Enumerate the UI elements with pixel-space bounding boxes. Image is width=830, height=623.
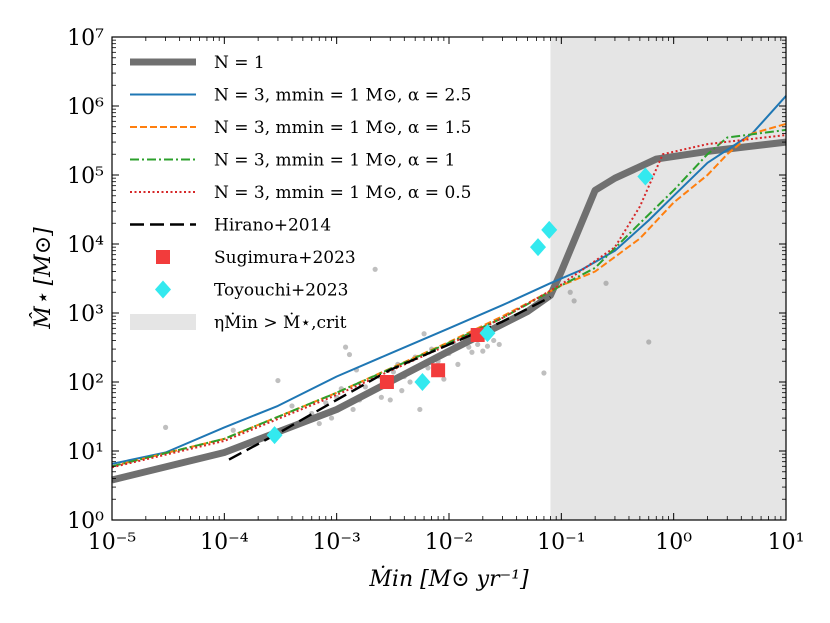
background-point	[342, 344, 349, 350]
series-line-3	[111, 128, 787, 468]
shaded-region	[550, 37, 786, 520]
background-point	[399, 388, 405, 394]
background-point	[346, 351, 353, 358]
series-line-5	[228, 296, 551, 461]
background-point	[275, 377, 281, 384]
x-tick-label: 10⁻²	[425, 530, 473, 555]
background-point	[646, 339, 652, 345]
background-point	[372, 266, 378, 272]
background-point	[378, 394, 384, 400]
legend-label: N = 3, mmin = 1 M⊙, α = 0.5	[214, 183, 471, 203]
markers-layer	[266, 167, 654, 445]
background-point	[541, 370, 547, 376]
y-axis-title: M̂⋆ [M⊙]	[30, 227, 56, 330]
legend-swatch-patch	[130, 314, 196, 330]
shaded-region-layer	[550, 37, 786, 520]
y-tick-label: 10³	[67, 302, 104, 327]
y-tick-label: 10⁰	[67, 509, 104, 534]
legend-label: ηṀin > Ṁ⋆,crit	[214, 312, 347, 333]
background-point	[475, 341, 481, 348]
background-point	[407, 379, 413, 385]
x-tick-label: 10⁻³	[312, 530, 360, 555]
x-tick-label: 10⁻⁵	[88, 530, 136, 555]
background-point	[455, 361, 461, 367]
x-tick-label: 10⁻⁴	[200, 530, 249, 555]
legend-swatch-diamond	[155, 280, 171, 299]
legend-label: N = 1	[214, 53, 265, 73]
background-point	[603, 280, 609, 286]
legend-label: N = 3, mmin = 1 M⊙, α = 1.5	[214, 118, 471, 138]
legend-label: Toyouchi+2023	[214, 281, 348, 301]
toyouchi-marker	[541, 220, 558, 239]
x-tick-label: 10⁰	[655, 530, 692, 555]
toyouchi-marker	[479, 324, 496, 343]
x-tick-label: 10¹	[768, 530, 805, 555]
background-point	[441, 376, 447, 382]
background-point	[289, 403, 295, 409]
background-point	[496, 341, 502, 348]
legend-swatch-square	[156, 250, 170, 264]
legend-label: N = 3, mmin = 1 M⊙, α = 1	[214, 151, 455, 171]
ticks-layer: 10⁻⁵ 10⁻⁴ 10⁻³ 10⁻² 10⁻¹ 10⁰ 10¹ 10⁰ 10¹ 10² 10³ 10…	[67, 26, 804, 555]
x-tick-label: 10⁻¹	[537, 530, 585, 555]
background-point	[162, 424, 169, 430]
toyouchi-marker	[637, 167, 654, 186]
sugimura-marker	[379, 375, 394, 389]
background-point	[491, 337, 497, 344]
sugimura-marker	[431, 363, 446, 378]
background-point	[316, 420, 322, 427]
background-point	[466, 344, 472, 350]
series-line-1	[111, 95, 787, 465]
legend-label: N = 3, mmin = 1 M⊙, α = 2.5	[214, 86, 471, 106]
background-point	[421, 331, 427, 337]
legend-label: Hirano+2014	[214, 216, 331, 236]
background-point	[362, 384, 368, 390]
x-axis-title: Ṁin [M⊙ yr⁻¹]	[368, 565, 529, 592]
background-point	[484, 343, 491, 349]
toyouchi-marker	[266, 426, 283, 445]
background-point	[571, 298, 577, 304]
background-point	[567, 289, 573, 295]
series-line-2	[111, 122, 787, 468]
background-point	[417, 406, 423, 413]
legend-label: Sugimura+2023	[214, 248, 356, 268]
legend-layer: N = 1 N = 3, mmin = 1 M⊙, α = 2.5 N = 3, m…	[130, 53, 471, 333]
y-tick-label: 10²	[67, 371, 104, 396]
toyouchi-marker	[530, 238, 547, 257]
y-tick-label: 10⁷	[67, 26, 104, 51]
y-tick-label: 10⁴	[67, 233, 104, 258]
background-point	[328, 415, 335, 421]
y-tick-label: 10¹	[67, 440, 104, 465]
background-point	[230, 427, 236, 433]
background-point	[480, 348, 486, 354]
background-point	[387, 397, 393, 403]
background-point	[469, 349, 475, 355]
series-line-4	[111, 134, 787, 469]
y-tick-label: 10⁵	[67, 164, 104, 189]
toyouchi-marker	[414, 373, 431, 391]
series-layer	[111, 95, 787, 484]
y-tick-label: 10⁶	[67, 95, 104, 120]
series-line-0	[111, 138, 787, 484]
background-point	[350, 406, 356, 413]
